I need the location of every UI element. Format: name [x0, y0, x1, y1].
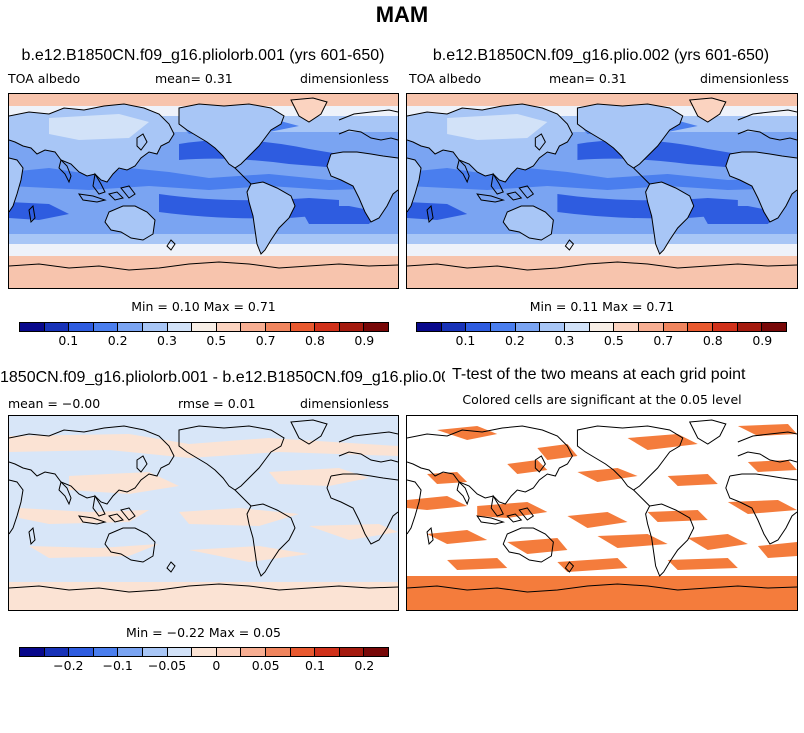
panel3-colorbar	[19, 647, 389, 657]
colorbar-swatch	[167, 323, 193, 331]
colorbar-tick-label: −0.1	[102, 658, 133, 673]
colorbar-tick-label: 0.1	[455, 333, 476, 348]
panel2-colorbar	[416, 322, 787, 332]
panel1-left-label: TOA albedo	[8, 71, 81, 86]
colorbar-swatch	[364, 648, 388, 656]
colorbar-swatch	[69, 648, 94, 656]
panel1-title: b.e12.B1850CN.f09_g16.pliolorb.001 (yrs …	[21, 47, 385, 64]
colorbar-swatch	[216, 648, 242, 656]
colorbar-swatch	[713, 323, 738, 331]
colorbar-swatch	[565, 323, 590, 331]
colorbar-swatch	[339, 323, 365, 331]
colorbar-tick-label: 0.3	[554, 333, 575, 348]
colorbar-swatch	[20, 323, 45, 331]
colorbar-swatch	[265, 323, 291, 331]
colorbar-swatch	[192, 648, 217, 656]
colorbar-tick-label: 0.3	[157, 333, 177, 348]
panel1-colorbar	[19, 322, 389, 332]
colorbar-swatch	[265, 648, 291, 656]
panel1-map	[8, 93, 399, 289]
colorbar-swatch	[663, 323, 689, 331]
colorbar-swatch	[417, 323, 442, 331]
colorbar-tick-label: 0.9	[354, 333, 375, 348]
colorbar-swatch	[241, 323, 266, 331]
figure-title: MAM	[375, 2, 429, 27]
panel2-left-label: TOA albedo	[409, 71, 482, 86]
colorbar-swatch	[192, 323, 217, 331]
panel3-map	[8, 415, 399, 611]
panel2-map	[406, 93, 798, 289]
panel4-title: T-test of the two means at each grid poi…	[452, 366, 746, 383]
colorbar-swatch	[441, 323, 467, 331]
colorbar-swatch	[93, 648, 119, 656]
colorbar-tick-label: 0.9	[752, 333, 773, 348]
colorbar-swatch	[339, 648, 365, 656]
panel3-stats: Min = −0.22 Max = 0.05	[126, 625, 281, 640]
colorbar-tick-label: 0.2	[504, 333, 525, 348]
panel1-mean-label: mean= 0.31	[155, 71, 233, 86]
colorbar-swatch	[466, 323, 492, 331]
colorbar-tick-label: 0.2	[107, 333, 128, 348]
colorbar-swatch	[364, 323, 388, 331]
panel3-units-label: dimensionless	[300, 396, 389, 411]
colorbar-tick-label: −0.2	[53, 658, 84, 673]
colorbar-swatch	[290, 648, 316, 656]
colorbar-swatch	[491, 323, 516, 331]
colorbar-swatch	[762, 323, 787, 331]
colorbar-swatch	[315, 648, 340, 656]
colorbar-swatch	[614, 323, 640, 331]
colorbar-swatch	[44, 648, 70, 656]
colorbar-tick-label: 0.1	[58, 333, 79, 348]
colorbar-swatch	[142, 323, 168, 331]
colorbar-tick-label: 0.8	[702, 333, 723, 348]
colorbar-swatch	[69, 323, 94, 331]
colorbar-tick-label: 0.5	[603, 333, 624, 348]
colorbar-tick-label: 0	[212, 658, 221, 673]
colorbar-tick-label: 0.05	[251, 658, 280, 673]
panel2-stats: Min = 0.11 Max = 0.71	[529, 299, 675, 314]
colorbar-swatch	[540, 323, 566, 331]
colorbar-tick-label: −0.05	[147, 658, 187, 673]
colorbar-swatch	[20, 648, 45, 656]
panel1-units-label: dimensionless	[300, 71, 389, 86]
panel2-units-label: dimensionless	[700, 71, 789, 86]
colorbar-swatch	[142, 648, 168, 656]
panel4-subtitle: Colored cells are significant at the 0.0…	[462, 392, 742, 407]
colorbar-swatch	[118, 323, 143, 331]
panel3-mean-label: mean = −0.00	[8, 396, 101, 411]
colorbar-tick-label: 0.2	[354, 658, 375, 673]
colorbar-swatch	[688, 323, 714, 331]
colorbar-swatch	[515, 323, 541, 331]
colorbar-swatch	[241, 648, 266, 656]
colorbar-swatch	[216, 323, 242, 331]
colorbar-swatch	[44, 323, 70, 331]
colorbar-swatch	[167, 648, 193, 656]
panel1-stats: Min = 0.10 Max = 0.71	[131, 299, 276, 314]
colorbar-swatch	[639, 323, 664, 331]
colorbar-swatch	[737, 323, 763, 331]
colorbar-swatch	[118, 648, 143, 656]
colorbar-tick-label: 0.1	[305, 658, 325, 673]
colorbar-tick-label: 0.7	[255, 333, 276, 348]
colorbar-tick-label: 0.8	[305, 333, 325, 348]
panel3-rmse-label: rmse = 0.01	[178, 396, 256, 411]
colorbar-swatch	[589, 323, 615, 331]
panel3-title: 1850CN.f09_g16.pliolorb.001 - b.e12.B185…	[0, 369, 445, 386]
colorbar-tick-label: 0.5	[206, 333, 227, 348]
colorbar-swatch	[93, 323, 119, 331]
panel2-title: b.e12.B1850CN.f09_g16.plio.002 (yrs 601-…	[432, 47, 770, 64]
colorbar-swatch	[290, 323, 316, 331]
panel4-map	[406, 415, 798, 611]
panel2-mean-label: mean= 0.31	[549, 71, 627, 86]
colorbar-tick-label: 0.7	[653, 333, 674, 348]
colorbar-swatch	[315, 323, 340, 331]
